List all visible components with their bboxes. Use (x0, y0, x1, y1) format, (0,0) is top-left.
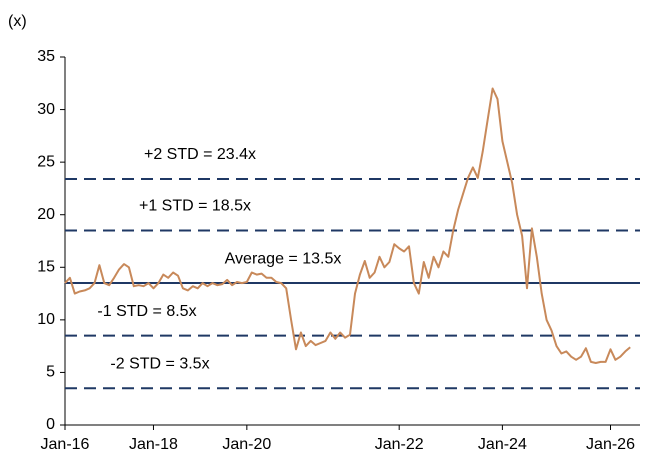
y-tick-label: 5 (46, 364, 55, 381)
reference-label: -2 STD = 3.5x (110, 355, 209, 372)
reference-label: +2 STD = 23.4x (144, 146, 256, 163)
reference-label: +1 STD = 18.5x (139, 198, 251, 215)
x-tick-label: Jan-16 (41, 436, 90, 453)
data-line (64, 87, 631, 364)
y-tick-label: 20 (37, 206, 55, 223)
x-tick-label: Jan-26 (586, 436, 635, 453)
y-tick-label: 0 (46, 416, 55, 433)
y-axis-label: (x) (8, 13, 27, 30)
y-tick-label: 35 (37, 48, 55, 65)
x-tick-label: Jan-22 (375, 436, 424, 453)
y-tick-label: 15 (37, 259, 55, 276)
y-tick-label: 25 (37, 153, 55, 170)
y-tick-label: 30 (37, 101, 55, 118)
y-tick-label: 10 (37, 311, 55, 328)
x-tick-label: Jan-24 (478, 436, 527, 453)
x-tick-label: Jan-18 (129, 436, 178, 453)
reference-label: -1 STD = 8.5x (97, 303, 196, 320)
reference-label: Average = 13.5x (225, 250, 342, 267)
x-tick-label: Jan-20 (222, 436, 271, 453)
